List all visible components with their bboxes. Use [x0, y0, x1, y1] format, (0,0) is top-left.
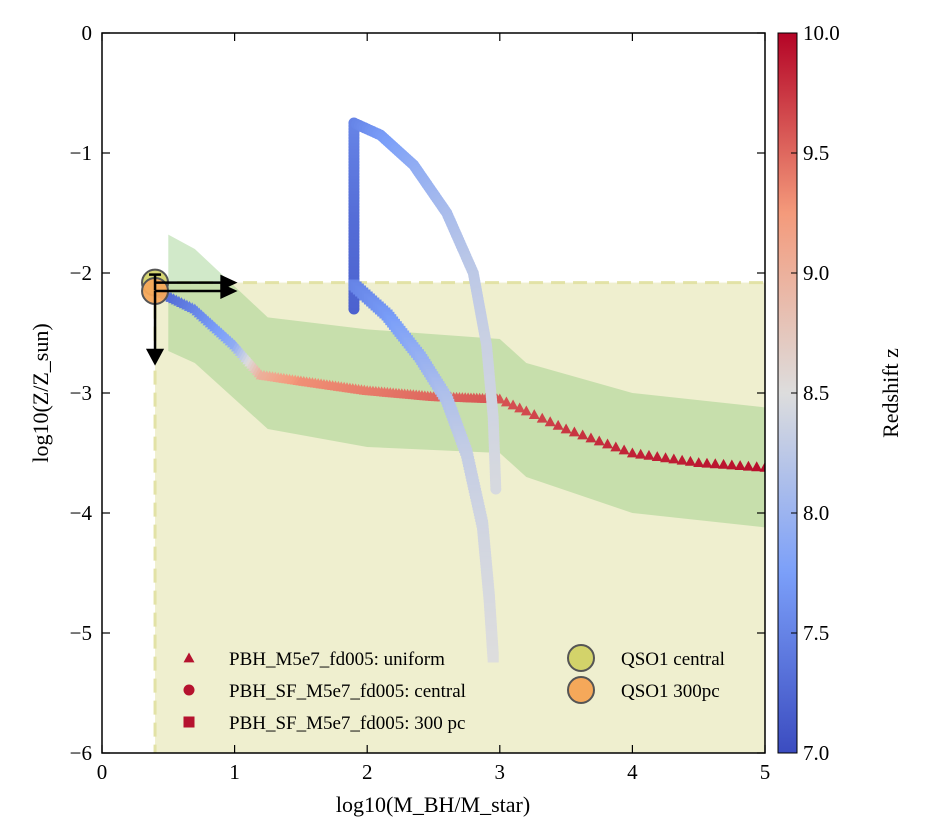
data-point [528, 409, 540, 419]
limit-arrows [145, 283, 238, 366]
arrow-head [145, 348, 165, 366]
legend-marker-observation [567, 644, 595, 672]
colorbar-tick-label: 10.0 [803, 21, 840, 45]
colorbar-tick-label: 7.5 [803, 621, 829, 645]
data-point [651, 451, 663, 461]
legend-label: PBH_SF_M5e7_fd005: 300 pc [229, 713, 465, 734]
colorbar-tick-label: 8.5 [803, 381, 829, 405]
data-point [500, 396, 512, 407]
data-point [585, 432, 597, 443]
data-point [718, 458, 730, 469]
data-point [610, 441, 622, 452]
data-point [668, 453, 680, 464]
data-point [490, 483, 502, 495]
colorbar-tick-label: 9.5 [803, 141, 829, 165]
data-point [676, 454, 688, 465]
data-point [618, 444, 630, 455]
data-point [635, 448, 647, 459]
x-tick-label: 1 [229, 760, 240, 784]
data-point [544, 416, 556, 427]
colorbar-tick-label: 9.0 [803, 261, 829, 285]
y-tick-label: −3 [70, 381, 92, 405]
y-tick-label: −1 [70, 141, 92, 165]
data-point [742, 460, 754, 471]
data-point [660, 452, 672, 463]
data-point [552, 419, 564, 430]
data-point [514, 402, 526, 413]
data-point [751, 461, 763, 472]
data-point [602, 438, 614, 449]
legend-marker-observation [567, 676, 595, 704]
data-point [560, 423, 572, 434]
data-point [684, 455, 696, 466]
data-point [568, 426, 580, 437]
model-band [168, 234, 765, 528]
x-axis-label: log10(M_BH/M_star) [336, 792, 530, 817]
y-tick-label: −4 [70, 501, 93, 525]
data-point [520, 405, 532, 416]
x-tick-label: 3 [495, 760, 506, 784]
data-point [759, 461, 765, 472]
data-point [709, 458, 721, 469]
legend-marker-circle [183, 684, 195, 696]
x-tick-label: 0 [97, 760, 108, 784]
data-point [726, 459, 738, 470]
data-point [643, 449, 655, 460]
legend-marker-square [183, 716, 195, 728]
data-point [734, 460, 746, 470]
data-point [626, 447, 638, 458]
data-point [536, 412, 548, 423]
data-point [507, 399, 519, 410]
excluded-region [155, 282, 765, 753]
legend-label: QSO1 central [621, 649, 725, 670]
data-point [701, 457, 713, 468]
y-tick-label: −2 [70, 261, 92, 285]
legend-marker-triangle [183, 652, 195, 663]
colorbar-tick-label: 7.0 [803, 741, 829, 765]
x-tick-label: 4 [627, 760, 638, 784]
arrow-head [220, 283, 238, 299]
legend-label: PBH_M5e7_fd005: uniform [229, 649, 445, 670]
y-axis-label: log10(Z/Z_sun) [28, 323, 53, 462]
colorbar-label: Redshift z [878, 348, 903, 438]
limit-arrows [149, 273, 238, 291]
data-point [487, 651, 499, 663]
data-point [577, 429, 589, 440]
colorbar-tick-label: 8.0 [803, 501, 829, 525]
x-tick-label: 5 [760, 760, 771, 784]
legend: PBH_M5e7_fd005: uniform PBH_SF_M5e7_fd005… [183, 644, 725, 734]
y-tick-label: −5 [70, 621, 92, 645]
legend-label: PBH_SF_M5e7_fd005: central [229, 681, 466, 702]
y-tick-label: 0 [82, 21, 93, 45]
x-tick-label: 2 [362, 760, 373, 784]
y-tick-label: −6 [70, 741, 92, 765]
legend-label: QSO1 300pc [621, 681, 720, 702]
data-point [593, 435, 605, 446]
series-square [348, 279, 499, 663]
data-point [693, 457, 705, 467]
